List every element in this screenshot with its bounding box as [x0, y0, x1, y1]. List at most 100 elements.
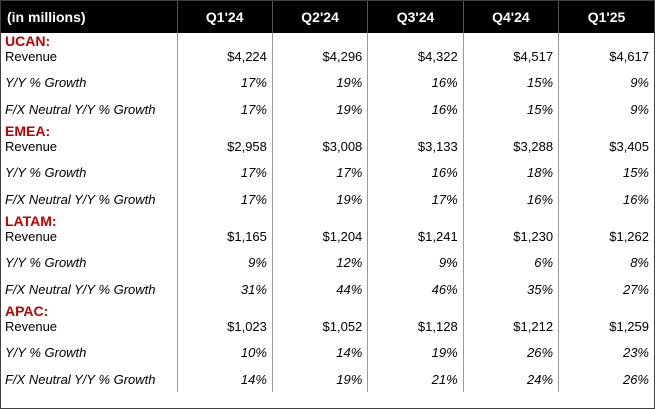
- empty-cell: [462, 33, 559, 49]
- row-label: F/X Neutral Y/Y % Growth: [5, 192, 156, 207]
- value-cell: 17%: [176, 186, 273, 213]
- value-cell: 19%: [271, 96, 368, 123]
- quarter-header: Q2'24: [271, 1, 368, 33]
- quarter-header: Q1'24: [176, 1, 273, 33]
- empty-cell: [367, 33, 464, 49]
- value-cell: $3,405: [558, 139, 654, 159]
- table-row: F/X Neutral Y/Y % Growth 17% 19% 16% 15% 9%: [1, 96, 654, 123]
- value-cell: 15%: [462, 96, 559, 123]
- row-label: Y/Y % Growth: [5, 345, 87, 360]
- table-row: F/X Neutral Y/Y % Growth 14% 19% 21% 24% 26%: [1, 366, 654, 392]
- value-cell: $4,517: [462, 49, 559, 69]
- value-cell: 21%: [367, 366, 464, 392]
- value-cell: 31%: [176, 276, 273, 303]
- region-label: UCAN:: [5, 33, 51, 49]
- value-cell: $1,165: [176, 229, 273, 249]
- empty-cell: [176, 33, 273, 49]
- region-row: LATAM:: [1, 213, 654, 229]
- header-row: (in millions) Q1'24 Q2'24 Q3'24 Q4'24 Q1…: [1, 1, 654, 33]
- value-cell: 46%: [367, 276, 464, 303]
- value-cell: 14%: [176, 366, 273, 392]
- empty-cell: [176, 123, 273, 139]
- value-cell: 16%: [367, 96, 464, 123]
- units-header: (in millions): [1, 1, 177, 33]
- value-cell: $4,296: [271, 49, 368, 69]
- value-cell: $1,241: [367, 229, 464, 249]
- value-cell: 17%: [176, 96, 273, 123]
- value-cell: 12%: [271, 249, 368, 276]
- empty-cell: [367, 123, 464, 139]
- value-cell: 15%: [558, 159, 654, 186]
- value-cell: 15%: [462, 69, 559, 96]
- value-cell: 16%: [462, 186, 559, 213]
- row-label: Revenue: [5, 139, 58, 154]
- value-cell: 23%: [558, 339, 654, 366]
- empty-cell: [271, 33, 368, 49]
- region-label: LATAM:: [5, 213, 57, 229]
- table-row: Y/Y % Growth 17% 19% 16% 15% 9%: [1, 69, 654, 96]
- empty-cell: [462, 123, 559, 139]
- value-cell: 16%: [367, 159, 464, 186]
- value-cell: $1,212: [462, 319, 559, 339]
- value-cell: $3,008: [271, 139, 368, 159]
- table-row: Y/Y % Growth 17% 17% 16% 18% 15%: [1, 159, 654, 186]
- value-cell: $1,052: [271, 319, 368, 339]
- value-cell: 9%: [176, 249, 273, 276]
- value-cell: $4,224: [176, 49, 273, 69]
- row-label: F/X Neutral Y/Y % Growth: [5, 282, 156, 297]
- table-row: Y/Y % Growth 10% 14% 19% 26% 23%: [1, 339, 654, 366]
- row-label: F/X Neutral Y/Y % Growth: [5, 371, 156, 387]
- empty-cell: [271, 303, 368, 319]
- value-cell: $1,023: [176, 319, 273, 339]
- region-row: UCAN:: [1, 33, 654, 49]
- region-row: EMEA:: [1, 123, 654, 139]
- row-label: Revenue: [5, 49, 58, 64]
- value-cell: $3,288: [462, 139, 559, 159]
- region-row: APAC:: [1, 303, 654, 319]
- table-row: F/X Neutral Y/Y % Growth 31% 44% 46% 35% 27%: [1, 276, 654, 303]
- empty-cell: [462, 303, 559, 319]
- empty-cell: [462, 213, 559, 229]
- row-label: Y/Y % Growth: [5, 165, 87, 180]
- value-cell: $4,617: [558, 49, 654, 69]
- empty-cell: [558, 33, 654, 49]
- region-label: APAC:: [5, 303, 49, 319]
- regional-revenue-table: (in millions) Q1'24 Q2'24 Q3'24 Q4'24 Q1…: [1, 1, 654, 392]
- value-cell: 19%: [367, 339, 464, 366]
- value-cell: $1,128: [367, 319, 464, 339]
- empty-cell: [558, 303, 654, 319]
- table-row: Revenue $2,958 $3,008 $3,133 $3,288 $3,405: [1, 139, 654, 159]
- quarter-header: Q4'24: [462, 1, 559, 33]
- empty-cell: [176, 303, 273, 319]
- table-row: Revenue $4,224 $4,296 $4,322 $4,517 $4,617: [1, 49, 654, 69]
- empty-cell: [558, 123, 654, 139]
- empty-cell: [367, 303, 464, 319]
- quarter-header: Q3'24: [367, 1, 464, 33]
- empty-cell: [558, 213, 654, 229]
- value-cell: 19%: [271, 366, 368, 392]
- value-cell: 17%: [176, 159, 273, 186]
- value-cell: 9%: [367, 249, 464, 276]
- value-cell: 26%: [462, 339, 559, 366]
- row-label: Y/Y % Growth: [5, 75, 87, 90]
- value-cell: 17%: [271, 159, 368, 186]
- value-cell: 24%: [462, 366, 559, 392]
- value-cell: $1,259: [558, 319, 654, 339]
- value-cell: 6%: [462, 249, 559, 276]
- row-label: Y/Y % Growth: [5, 255, 87, 270]
- table-row: Y/Y % Growth 9% 12% 9% 6% 8%: [1, 249, 654, 276]
- value-cell: 9%: [558, 69, 654, 96]
- empty-cell: [271, 213, 368, 229]
- value-cell: 35%: [462, 276, 559, 303]
- value-cell: $1,204: [271, 229, 368, 249]
- value-cell: 27%: [558, 276, 654, 303]
- value-cell: 8%: [558, 249, 654, 276]
- value-cell: 16%: [558, 186, 654, 213]
- table-row: Revenue $1,023 $1,052 $1,128 $1,212 $1,259: [1, 319, 654, 339]
- empty-cell: [367, 213, 464, 229]
- value-cell: 9%: [558, 96, 654, 123]
- row-label: Revenue: [5, 229, 58, 244]
- value-cell: $3,133: [367, 139, 464, 159]
- region-label: EMEA:: [5, 123, 51, 139]
